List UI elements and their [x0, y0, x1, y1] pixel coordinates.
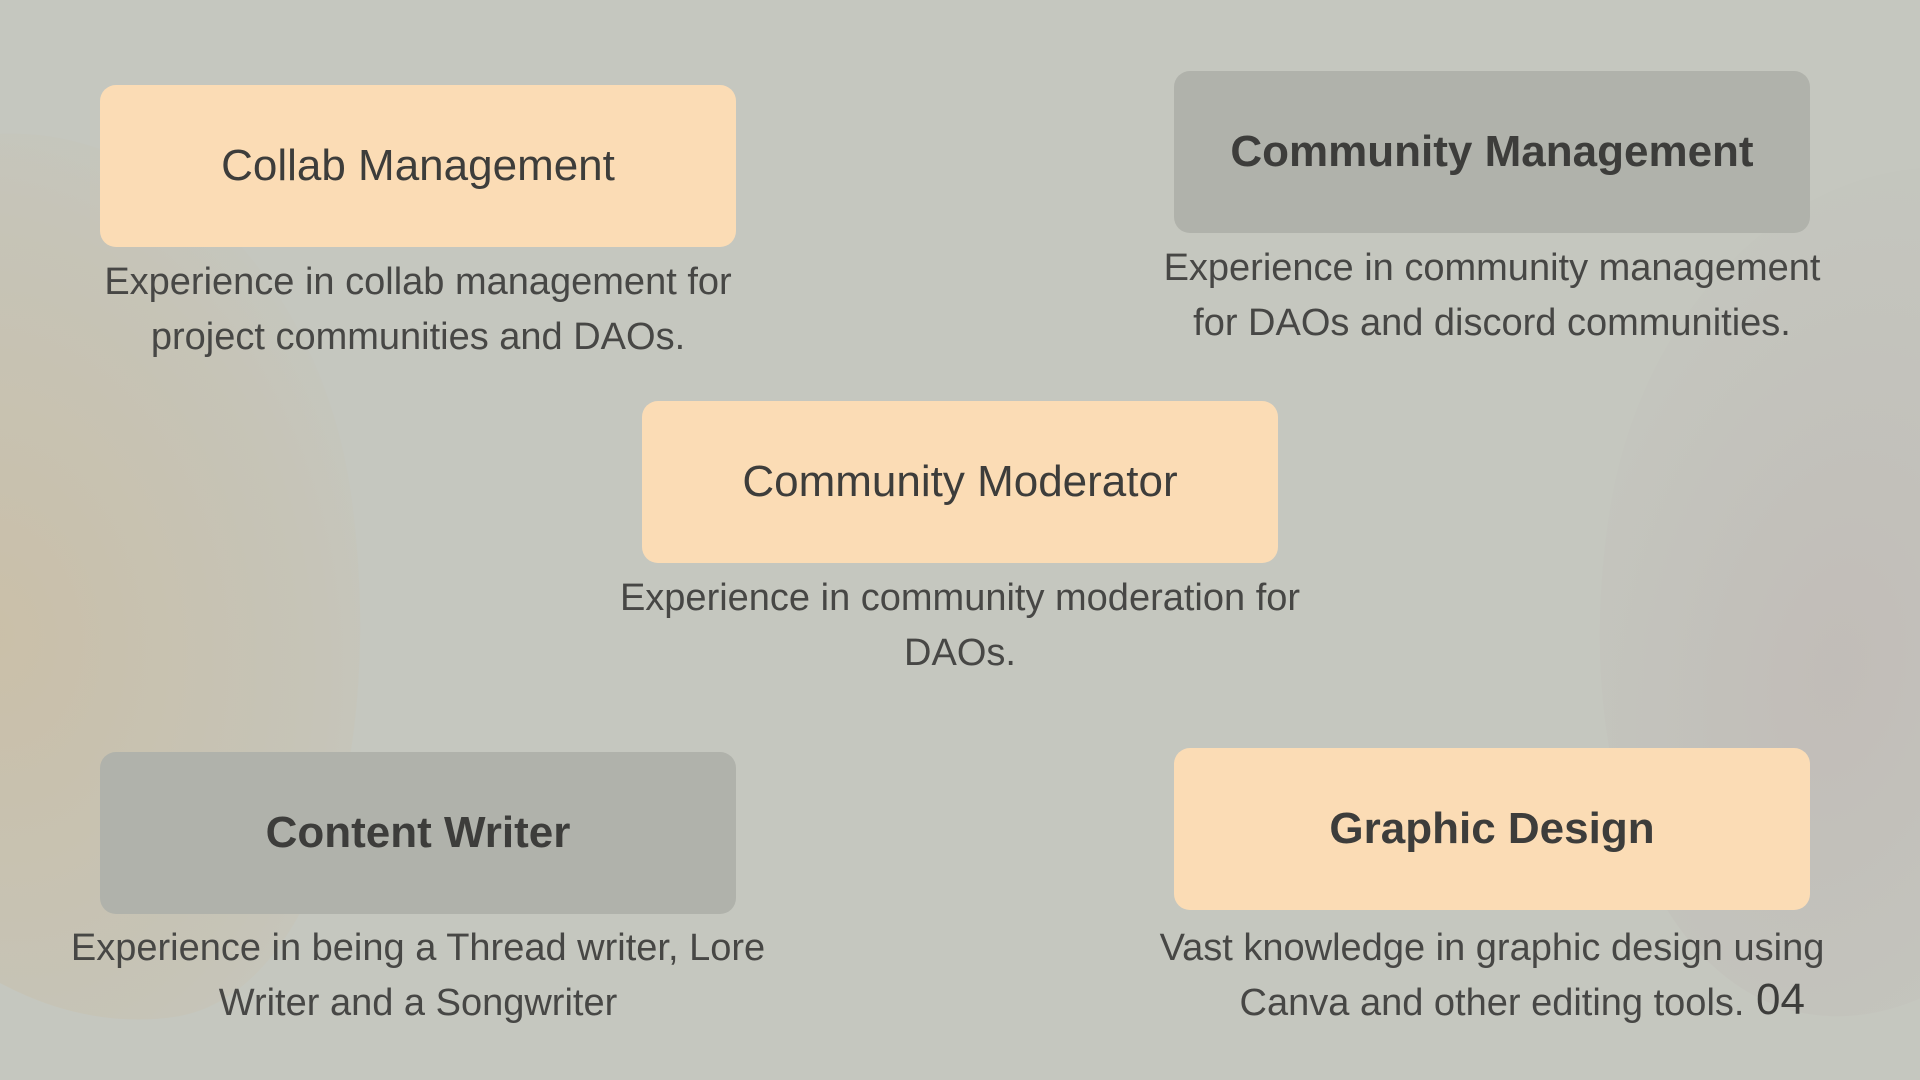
card-title: Content Writer [265, 808, 571, 857]
card-description-content-writer: Experience in being a Thread writer, Lor… [10, 921, 826, 1031]
card-title: Graphic Design [1329, 804, 1655, 853]
card-description-collab-management: Experience in collab management for proj… [40, 255, 796, 365]
card-title: Community Moderator [742, 457, 1178, 506]
description-line: DAOs. [904, 632, 1016, 674]
page-number: 04 [1756, 975, 1805, 1024]
card-collab-management: Collab Management [100, 85, 736, 247]
description-line: Canva and other editing tools. [1239, 982, 1745, 1024]
description-line: for DAOs and discord communities. [1193, 302, 1791, 344]
description-line: Experience in community moderation for [619, 577, 1301, 619]
card-title: Collab Management [221, 141, 615, 190]
description-line: Experience in being a Thread writer, Lor… [70, 927, 766, 969]
card-graphic-design: Graphic Design [1174, 748, 1810, 910]
card-community-management: Community Management [1174, 71, 1810, 233]
description-line: Writer and a Songwriter [218, 982, 618, 1024]
card-title: Community Management [1230, 127, 1754, 176]
card-description-community-moderator: Experience in community moderation for D… [562, 571, 1358, 681]
description-line: Vast knowledge in graphic design using [1159, 927, 1825, 969]
card-description-community-management: Experience in community management for D… [1114, 241, 1870, 351]
description-line: project communities and DAOs. [150, 316, 686, 358]
description-line: Experience in community management [1163, 247, 1821, 289]
description-line: Experience in collab management for [104, 261, 732, 303]
card-description-graphic-design: Vast knowledge in graphic design using C… [1104, 921, 1880, 1031]
card-content-writer: Content Writer [100, 752, 736, 914]
card-community-moderator: Community Moderator [642, 401, 1278, 563]
